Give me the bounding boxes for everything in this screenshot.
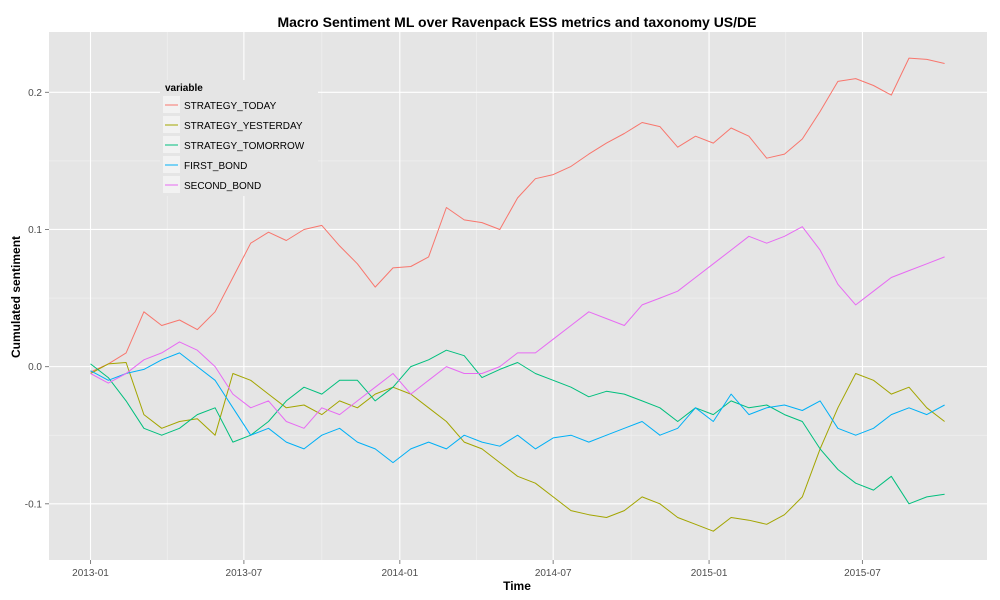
y-tick-label: 0.1 — [28, 225, 42, 236]
y-tick-label: -0.1 — [25, 499, 43, 510]
x-axis: 2013-01 2013-07 2014-01 2014-07 2015-01 2015-… — [72, 560, 881, 579]
series-line-strategy-yesterday — [90, 362, 945, 532]
legend-label: FIRST_BOND — [184, 161, 247, 172]
legend-label: STRATEGY_YESTERDAY — [184, 121, 303, 132]
x-tick-label: 2014-01 — [381, 568, 418, 579]
y-tick-label: 0.2 — [28, 88, 42, 99]
x-tick-label: 2015-01 — [691, 568, 728, 579]
y-axis: -0.1 0.0 0.1 0.2 — [25, 88, 49, 510]
y-axis-title: Cumulated sentiment — [9, 236, 23, 358]
legend-background — [160, 80, 318, 196]
chart-title: Macro Sentiment ML over Ravenpack ESS me… — [277, 14, 756, 30]
series-line-first-bond — [90, 352, 945, 464]
legend-items: STRATEGY_TODAY STRATEGY_YESTERDAY STRATEGY… — [163, 96, 305, 193]
series-line-strategy-today — [90, 57, 945, 373]
legend-label: SECOND_BOND — [184, 181, 261, 192]
series-line-second-bond — [90, 226, 945, 429]
legend: variable STRATEGY_TODAY STRATEGY_YESTERDA… — [160, 80, 318, 196]
legend-label: STRATEGY_TODAY — [184, 101, 277, 112]
legend-label: STRATEGY_TOMORROW — [184, 141, 305, 152]
grid — [49, 32, 987, 560]
x-tick-label: 2014-07 — [535, 568, 572, 579]
x-tick-label: 2015-07 — [844, 568, 881, 579]
series-lines — [90, 57, 945, 532]
x-tick-label: 2013-07 — [226, 568, 263, 579]
x-axis-title: Time — [503, 579, 531, 593]
series-line-strategy-tomorrow — [90, 349, 945, 505]
y-tick-label: 0.0 — [28, 362, 42, 373]
legend-title: variable — [165, 83, 203, 94]
x-tick-label: 2013-01 — [72, 568, 109, 579]
